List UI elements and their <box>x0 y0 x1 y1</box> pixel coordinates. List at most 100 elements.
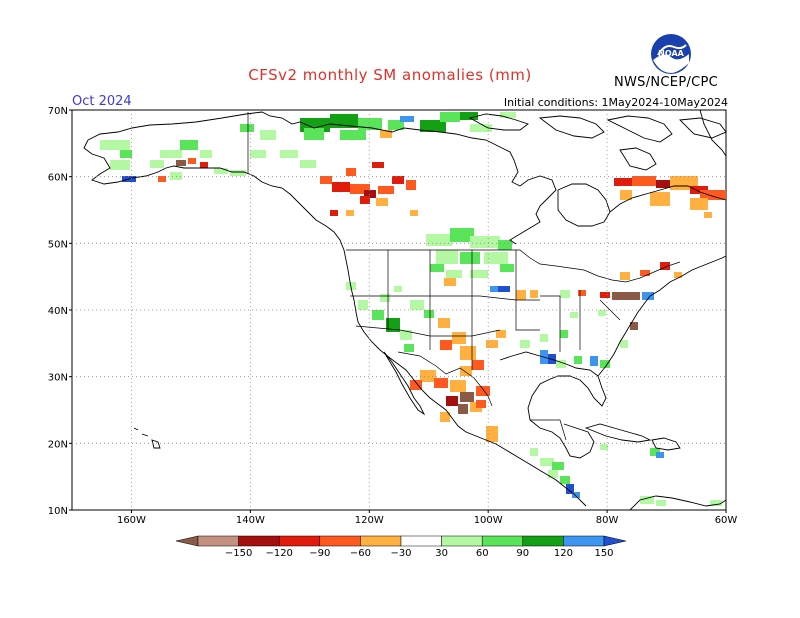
anomaly-cell <box>490 286 500 292</box>
anomaly-cell <box>420 370 436 382</box>
anomaly-cell <box>180 140 198 150</box>
anomaly-cell <box>320 176 332 184</box>
anomaly-cell <box>642 292 654 300</box>
anomaly-cell <box>150 160 164 168</box>
anomaly-cells <box>100 112 726 506</box>
lat-tick-label: 10N <box>48 506 68 517</box>
anomaly-cell <box>372 162 384 168</box>
anomaly-cell <box>656 452 664 458</box>
anomaly-cell <box>250 150 266 158</box>
anomaly-cell <box>578 290 586 296</box>
anomaly-cell <box>346 210 354 216</box>
map-panel <box>71 109 727 511</box>
anomaly-cell <box>458 404 468 414</box>
lon-tick-label: 160W <box>117 515 146 526</box>
anomaly-cell <box>650 448 660 456</box>
anomaly-cell <box>230 170 246 176</box>
anomaly-cell <box>674 272 682 278</box>
anomaly-cell <box>364 190 376 198</box>
anomaly-cell <box>710 500 722 506</box>
anomaly-cell <box>540 334 548 342</box>
anomaly-cell <box>438 318 450 328</box>
legend-high-arrow <box>603 535 627 547</box>
anomaly-cell <box>560 290 570 298</box>
initial-conditions: Initial conditions: 1May2024-10May2024 <box>503 96 728 109</box>
anomaly-cell <box>400 116 414 122</box>
anomaly-cell <box>612 292 640 300</box>
anomaly-cell <box>350 184 370 194</box>
anomaly-cell <box>690 198 708 210</box>
anomaly-cell <box>436 250 458 264</box>
anomaly-cell <box>620 190 632 200</box>
anomaly-cell <box>470 124 492 132</box>
anomaly-cell <box>392 176 404 184</box>
anomaly-cell <box>170 172 182 180</box>
anomaly-cell <box>486 426 498 442</box>
longitude-labels: 160W 140W 120W 100W 80W 60W <box>117 510 737 526</box>
anomaly-cell <box>540 458 554 466</box>
anomaly-cell <box>404 344 414 352</box>
anomaly-cell <box>500 112 516 118</box>
anomaly-cell <box>450 228 474 242</box>
anomaly-cell <box>188 158 196 164</box>
legend-label: 150 <box>594 548 613 559</box>
anomaly-cell <box>574 356 582 364</box>
lat-tick-label: 30N <box>48 373 68 384</box>
legend-swatch <box>481 535 524 547</box>
anomaly-cell <box>460 112 478 120</box>
anomaly-cell <box>176 160 186 166</box>
anomaly-cell <box>530 448 538 456</box>
anomaly-cell <box>656 180 670 188</box>
anomaly-cell <box>358 300 368 310</box>
anomaly-cell <box>614 178 632 186</box>
anomaly-cell <box>476 386 490 396</box>
lon-tick-label: 100W <box>474 515 503 526</box>
anomaly-cell <box>400 330 412 340</box>
anomaly-cell <box>406 180 416 190</box>
anomaly-cell <box>590 356 598 366</box>
legend-swatch <box>238 535 280 547</box>
anomaly-cell <box>656 500 666 506</box>
anomaly-cell <box>470 270 488 278</box>
anomaly-cell <box>386 318 400 332</box>
anomaly-cell <box>476 400 486 408</box>
lon-tick-label: 80W <box>596 515 619 526</box>
anomaly-cell <box>632 176 656 186</box>
forecast-month: Oct 2024 <box>72 94 132 109</box>
anomaly-cell <box>496 330 506 338</box>
anomaly-cell <box>690 186 708 194</box>
legend-swatch <box>360 535 402 547</box>
anomaly-cell <box>598 310 606 316</box>
anomaly-cell <box>560 476 570 484</box>
anomaly-cell <box>200 162 208 168</box>
legend-label: −60 <box>350 548 371 559</box>
anomaly-cell <box>300 160 316 168</box>
anomaly-cell <box>452 332 466 344</box>
anomaly-cell <box>440 412 450 422</box>
anomaly-cell <box>560 330 568 338</box>
anomaly-cell <box>440 112 460 122</box>
anomaly-cell <box>444 278 456 286</box>
anomaly-cell <box>552 462 564 470</box>
anomaly-cell <box>620 340 628 348</box>
anomaly-cell <box>304 128 324 140</box>
legend-label: 120 <box>554 548 573 559</box>
anomaly-cell <box>460 252 480 264</box>
anomaly-cell <box>100 140 130 150</box>
legend-swatch <box>400 535 442 547</box>
anomaly-cell <box>570 312 578 318</box>
legend-label: −150 <box>225 548 252 559</box>
anomaly-cell <box>460 346 476 360</box>
legend-swatch <box>522 535 564 547</box>
legend-swatch <box>319 535 361 547</box>
anomaly-cell <box>214 168 228 174</box>
anomaly-cell <box>460 366 472 376</box>
anomaly-cell <box>498 286 510 292</box>
anomaly-cell <box>430 264 444 272</box>
legend-label: 30 <box>435 548 448 559</box>
anomaly-cell <box>470 236 500 248</box>
anomaly-cell <box>378 186 394 194</box>
anomaly-cell <box>120 150 132 158</box>
anomaly-cell <box>434 378 448 388</box>
